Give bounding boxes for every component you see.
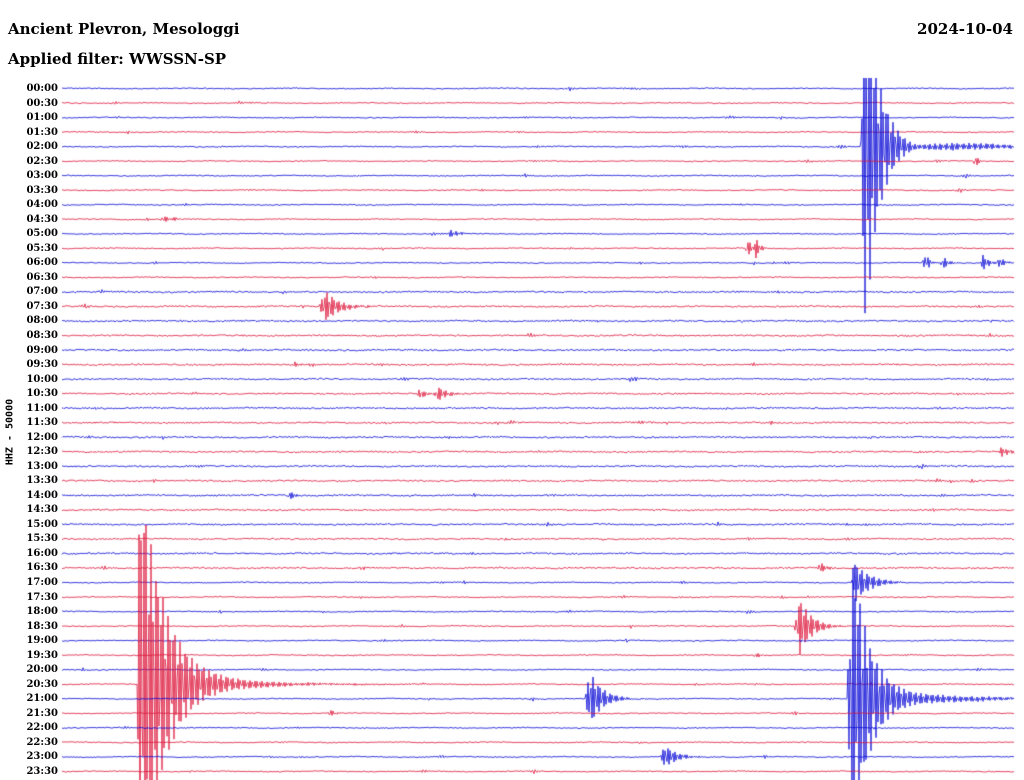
helicorder-page: Ancient Plevron, Mesologgi 2024-10-04 Ap… <box>0 0 1024 780</box>
seismogram-canvas <box>0 0 1024 780</box>
